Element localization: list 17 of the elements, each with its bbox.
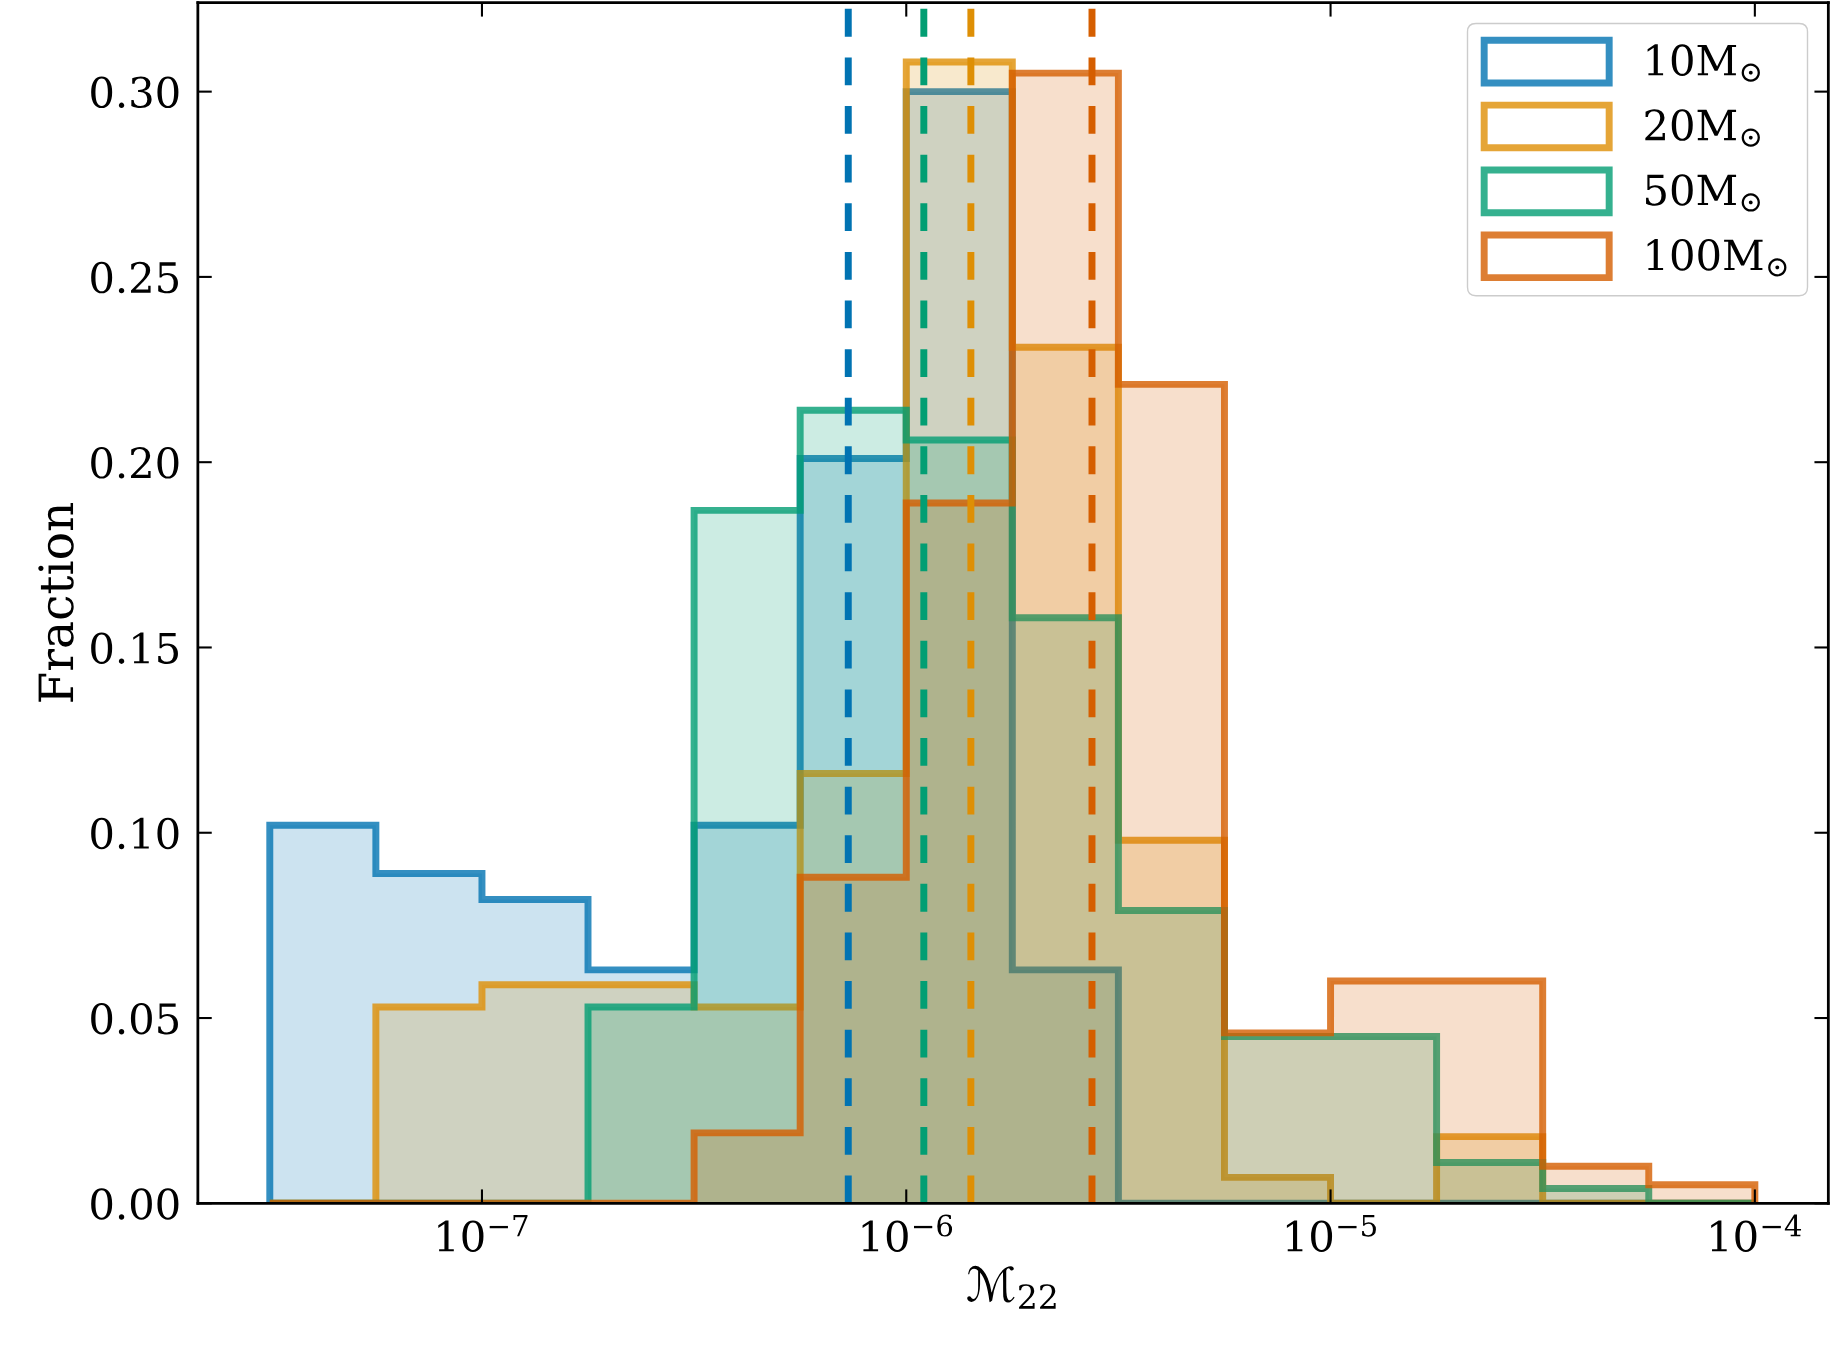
y-tick-label: 0.30 [91,76,179,109]
x-tick-label: 10$^{−5}$ [1286,1214,1376,1252]
y-tick-label: 0.00 [91,1188,179,1220]
legend-label: 50M$_{⊙}$ [1646,174,1760,212]
legend-label: 100M$_{⊙}$ [1647,239,1787,277]
y-tick-label: 0.25 [91,261,178,294]
y-tick-label: 0.10 [91,817,179,850]
x-tick-label: 10$^{−7}$ [438,1214,528,1252]
legend-label: 10M$_{⊙}$ [1647,44,1760,82]
x-axis-title: ℳ$_{22}$ [967,1265,1056,1309]
y-tick-label: 0.15 [91,632,178,664]
y-tick-label: 0.05 [91,1002,178,1035]
legend-label: 20M$_{⊙}$ [1645,109,1760,147]
y-axis-title: Fraction [38,502,74,702]
x-tick-label: 10$^{−6}$ [862,1214,953,1252]
x-tick-label: 10$^{−4}$ [1711,1214,1802,1252]
y-tick-label: 0.20 [91,447,179,479]
